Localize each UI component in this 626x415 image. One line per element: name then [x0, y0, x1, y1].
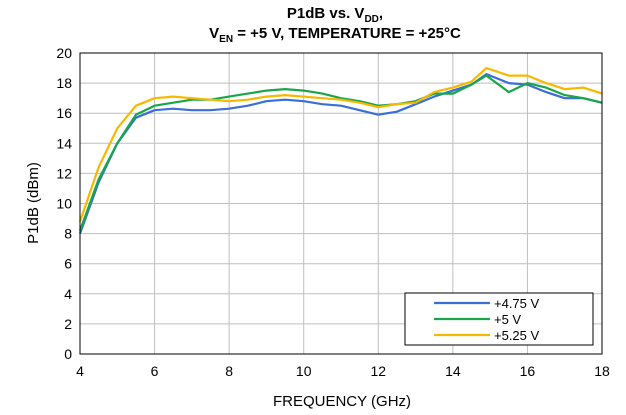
x-tick-label: 8: [225, 363, 233, 379]
title-line2-subscript: EN: [219, 34, 233, 45]
y-tick-label: 14: [56, 135, 72, 151]
title-line2-text: V: [209, 25, 219, 42]
x-tick-label: 14: [445, 363, 461, 379]
y-tick-label: 18: [56, 75, 72, 91]
y-tick-label: 8: [64, 226, 72, 242]
y-tick-label: 0: [64, 346, 72, 362]
data-series: [78, 66, 603, 234]
y-tick-labels: 0 2 4 6 8 10 12 14 16 18 20: [56, 45, 72, 362]
series-line-2: [78, 66, 603, 222]
y-tick-label: 16: [56, 105, 72, 121]
title-line1-tail: ,: [379, 5, 383, 22]
legend-label-1: +5 V: [494, 312, 521, 327]
x-tick-label: 16: [520, 363, 536, 379]
y-tick-label: 2: [64, 316, 72, 332]
y-tick-label: 12: [56, 165, 72, 181]
series-line-0: [78, 72, 603, 234]
x-tick-labels: 4 6 8 10 12 14 16 18: [76, 363, 610, 379]
x-tick-label: 6: [151, 363, 159, 379]
legend-label-0: +4.75 V: [494, 296, 540, 311]
x-tick-label: 4: [76, 363, 84, 379]
title-line1-subscript: DD: [364, 14, 378, 25]
title-line2-tail: = +5 V, TEMPERATURE = +25°C: [233, 25, 461, 42]
series-line-1: [78, 74, 603, 231]
y-tick-label: 6: [64, 256, 72, 272]
y-tick-label: 10: [56, 196, 72, 212]
y-axis-label: P1dB (dBm): [25, 162, 42, 244]
chart-title-line2: VEN = +5 V, TEMPERATURE = +25°C: [209, 25, 461, 45]
plot-area-frame: [79, 52, 603, 355]
x-tick-label: 10: [296, 363, 312, 379]
x-tick-label: 18: [594, 363, 610, 379]
y-tick-label: 20: [56, 45, 72, 61]
title-line1-text: P1dB vs. V: [287, 5, 365, 22]
chart-title-line1: P1dB vs. VDD,: [287, 5, 383, 25]
x-axis-label: FREQUENCY (GHz): [273, 393, 411, 410]
legend: +4.75 V+5 V+5.25 V: [404, 292, 594, 346]
y-tick-label: 4: [64, 286, 72, 302]
x-tick-label: 12: [370, 363, 386, 379]
legend-label-2: +5.25 V: [494, 328, 540, 343]
